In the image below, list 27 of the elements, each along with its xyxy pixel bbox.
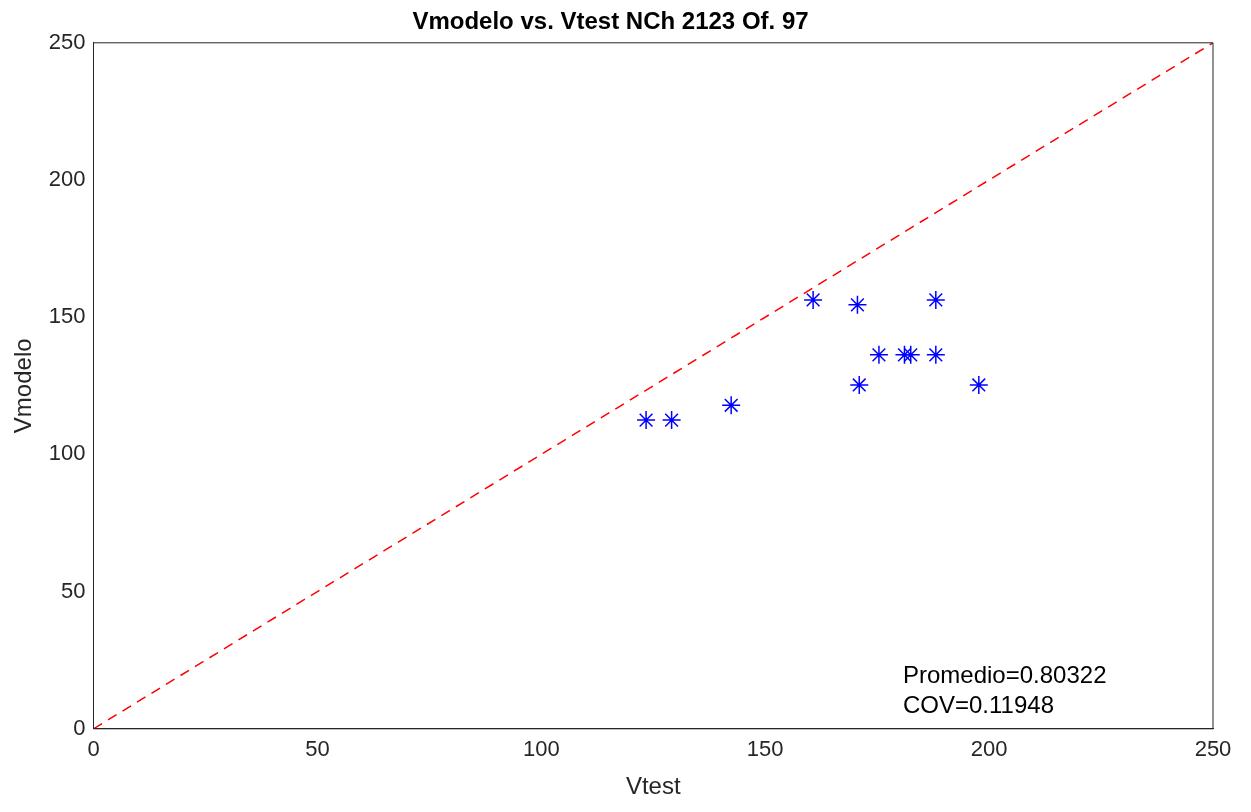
point: [900, 345, 921, 365]
chart-title: Vmodelo vs. Vtest NCh 2123 Of. 97: [412, 7, 809, 35]
point: [661, 410, 682, 430]
y-tick-label: 100: [48, 440, 86, 466]
x-tick-label: 100: [522, 736, 560, 762]
y-tick-label: 200: [48, 166, 86, 192]
point: [926, 345, 946, 365]
y-tick-label: 0: [73, 714, 86, 740]
x-tick-label: 200: [970, 736, 1008, 762]
point: [969, 375, 989, 395]
x-tick-label: 50: [305, 736, 330, 762]
point: [721, 395, 741, 416]
point: [869, 345, 889, 365]
y-tick-label: 250: [48, 28, 86, 54]
point: [847, 295, 868, 315]
x-axis-title: Vtest: [625, 772, 681, 800]
point: [849, 375, 869, 395]
y-axis-title: Vmodelo: [9, 338, 37, 434]
annotation: Promedio=0.80322: [903, 660, 1107, 688]
annotation: COV=0.11948: [903, 690, 1054, 718]
y-tick-label: 50: [61, 577, 86, 603]
point: [803, 290, 823, 310]
x-tick-label: 150: [746, 736, 784, 762]
y-tick-label: 150: [48, 303, 86, 329]
point: [636, 410, 656, 430]
x-tick-label: 250: [1194, 736, 1232, 762]
point: [926, 290, 946, 310]
